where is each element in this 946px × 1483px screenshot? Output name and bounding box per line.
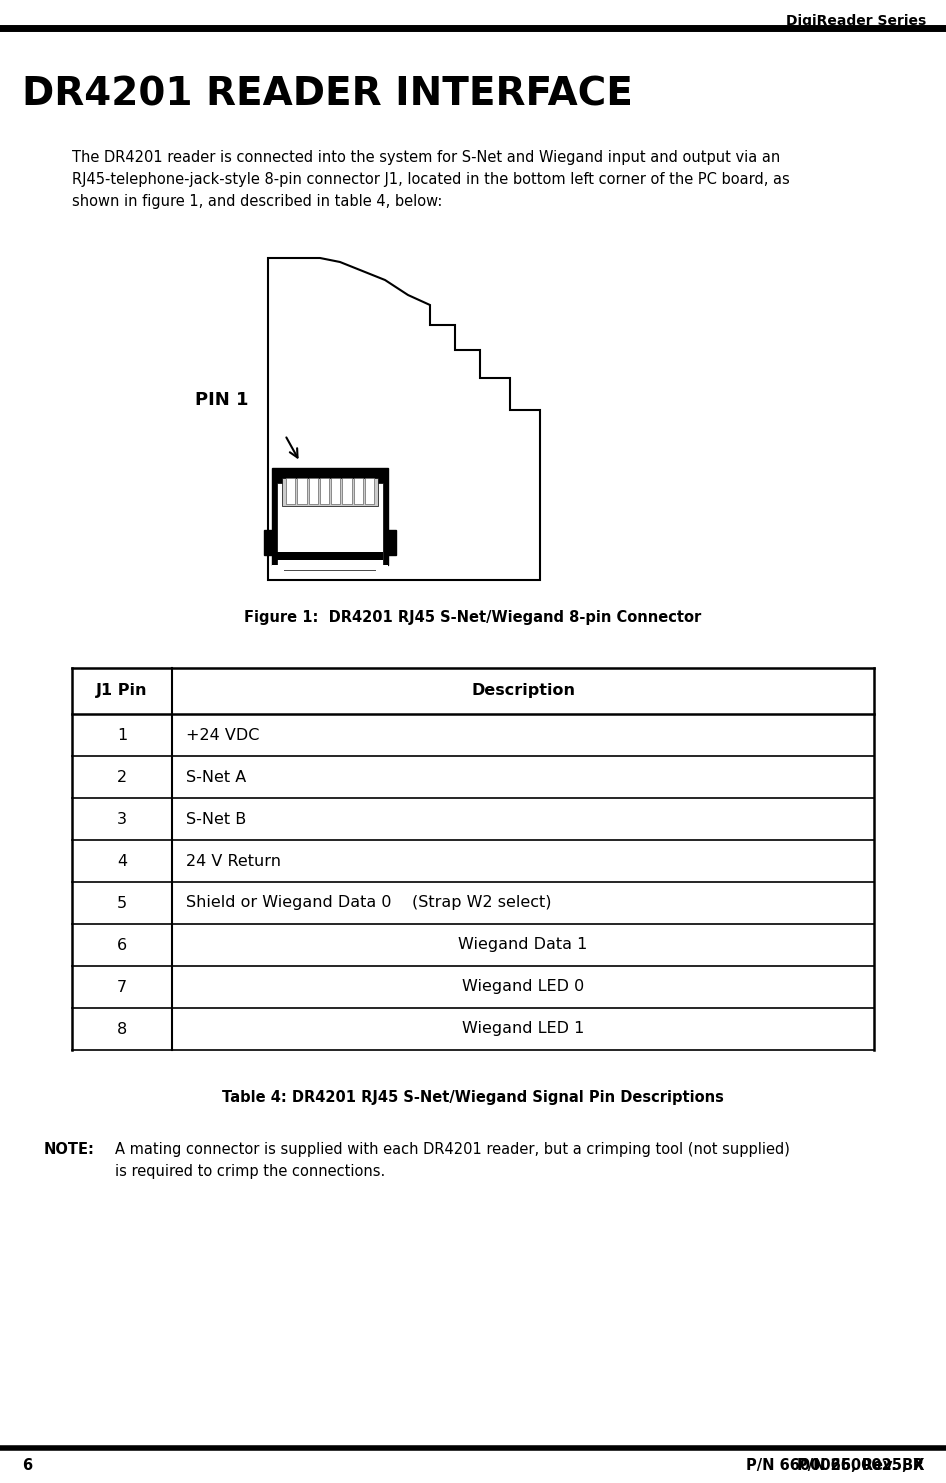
Bar <box>365 478 374 504</box>
Bar <box>286 478 295 504</box>
Text: Figure 1:  DR4201 RJ45 S-Net/Wiegand 8-pin Connector: Figure 1: DR4201 RJ45 S-Net/Wiegand 8-pi… <box>244 610 702 624</box>
Text: Shield or Wiegand Data 0    (Strap W2 select): Shield or Wiegand Data 0 (Strap W2 selec… <box>186 896 552 911</box>
Text: Wiegand Data 1: Wiegand Data 1 <box>458 937 587 952</box>
Text: 8: 8 <box>117 1022 127 1037</box>
Bar <box>277 552 383 561</box>
Text: P/N 6600025, R: P/N 6600025, R <box>797 1458 924 1473</box>
Text: 3: 3 <box>117 811 127 826</box>
Text: DigiReader Series: DigiReader Series <box>786 13 926 28</box>
Text: 4: 4 <box>117 854 127 869</box>
Bar <box>297 478 307 504</box>
Text: A mating connector is supplied with each DR4201 reader, but a crimping tool (not: A mating connector is supplied with each… <box>115 1142 790 1157</box>
Text: S-Net A: S-Net A <box>186 770 246 785</box>
Text: 1: 1 <box>117 728 127 743</box>
Text: PIN 1: PIN 1 <box>195 392 248 409</box>
Text: 6: 6 <box>117 937 127 952</box>
Text: is required to crimp the connections.: is required to crimp the connections. <box>115 1164 385 1179</box>
Bar <box>354 478 362 504</box>
Text: NOTE:: NOTE: <box>44 1142 95 1157</box>
Bar <box>320 478 329 504</box>
Text: 7: 7 <box>117 979 127 995</box>
Bar <box>308 478 318 504</box>
Text: Wiegand LED 0: Wiegand LED 0 <box>462 979 584 995</box>
Text: +24 VDC: +24 VDC <box>186 728 259 743</box>
Bar <box>388 529 396 555</box>
Text: RJ45-telephone-jack-style 8-pin connector J1, located in the bottom left corner : RJ45-telephone-jack-style 8-pin connecto… <box>72 172 790 187</box>
Text: 24 V Return: 24 V Return <box>186 854 281 869</box>
Bar <box>264 529 272 555</box>
Text: 6: 6 <box>22 1458 32 1473</box>
Text: 5: 5 <box>117 896 127 911</box>
Text: Table 4: DR4201 RJ45 S-Net/Wiegand Signal Pin Descriptions: Table 4: DR4201 RJ45 S-Net/Wiegand Signa… <box>222 1090 724 1105</box>
Text: J1 Pin: J1 Pin <box>96 684 148 698</box>
Text: Wiegand LED 1: Wiegand LED 1 <box>462 1022 585 1037</box>
Bar <box>282 478 378 506</box>
Text: Description: Description <box>471 684 575 698</box>
Text: S-Net B: S-Net B <box>186 811 246 826</box>
Text: DR4201 READER INTERFACE: DR4201 READER INTERFACE <box>22 76 633 113</box>
Bar <box>272 469 388 565</box>
Bar <box>277 483 383 569</box>
Text: 2: 2 <box>117 770 127 785</box>
Bar <box>342 478 352 504</box>
Text: The DR4201 reader is connected into the system for S-Net and Wiegand input and o: The DR4201 reader is connected into the … <box>72 150 780 165</box>
Text: shown in figure 1, and described in table 4, below:: shown in figure 1, and described in tabl… <box>72 194 443 209</box>
Bar <box>376 565 388 572</box>
Bar <box>272 565 284 572</box>
Bar <box>331 478 341 504</box>
Text: P/N 6600025, Rev. BX: P/N 6600025, Rev. BX <box>745 1458 924 1473</box>
